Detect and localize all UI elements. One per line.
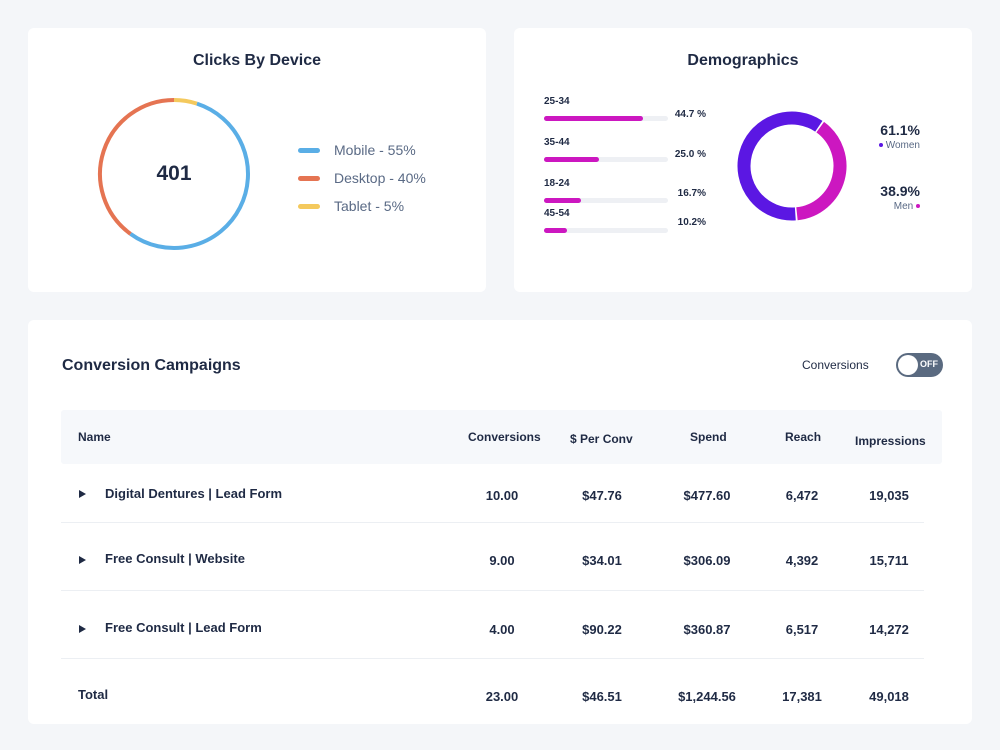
legend-label-mobile: Mobile - 55% xyxy=(334,142,416,158)
reach-value: 6,472 xyxy=(785,488,819,503)
total-impressions: 49,018 xyxy=(869,689,909,704)
men-label: Men xyxy=(893,201,914,212)
toggle-state: OFF xyxy=(920,359,938,369)
reach-value: 6,517 xyxy=(785,622,819,637)
donut-slice-men xyxy=(796,121,847,221)
impressions-value: 15,711 xyxy=(869,553,909,568)
total-reach: 17,381 xyxy=(782,689,822,704)
donut-slice-desktop xyxy=(98,98,175,236)
conversions-value: 9.00 xyxy=(489,553,515,568)
women-legend: Women xyxy=(854,140,920,151)
age-bar-fill xyxy=(544,157,600,162)
conversions-toggle-label: Conversions xyxy=(802,358,869,372)
column-header-conversions[interactable]: Conversions xyxy=(468,430,541,444)
age-pct: 25.0 % xyxy=(674,149,706,160)
total-label: Total xyxy=(78,687,109,702)
per-conv-value: $34.01 xyxy=(582,553,622,568)
donut-slice-women xyxy=(737,111,823,221)
women-label: Women xyxy=(885,140,920,151)
campaign-name: Free Consult | Lead Form xyxy=(105,620,262,635)
campaign-name: Digital Dentures | Lead Form xyxy=(105,486,282,501)
demographics-card: Demographics 25-34 44.7 % 35-44 25.0 % 1… xyxy=(514,28,972,292)
age-pct: 44.7 % xyxy=(674,109,706,120)
conversions-toggle[interactable]: OFF xyxy=(896,353,943,377)
legend-label-desktop: Desktop - 40% xyxy=(334,170,426,186)
spend-value: $360.87 xyxy=(683,622,731,637)
demographics-title: Demographics xyxy=(687,52,799,69)
legend-item-mobile: Mobile - 55% xyxy=(298,136,426,164)
expand-arrow-icon[interactable] xyxy=(79,556,86,564)
donut-slice-mobile xyxy=(129,101,250,250)
legend-label-tablet: Tablet - 5% xyxy=(334,198,405,214)
device-legend: Mobile - 55% Desktop - 40% Tablet - 5% xyxy=(298,136,426,220)
women-pct: 61.1% xyxy=(880,122,920,138)
legend-swatch-tablet xyxy=(298,203,320,209)
expand-arrow-icon[interactable] xyxy=(79,625,86,633)
table-header: Name Conversions $ Per Conv Spend Reach … xyxy=(61,410,942,464)
age-pct: 16.7% xyxy=(677,188,706,199)
toggle-knob xyxy=(898,355,918,375)
device-donut-chart xyxy=(98,98,250,250)
total-per-conv: $46.51 xyxy=(582,689,622,704)
age-row-35-44: 35-44 xyxy=(544,137,704,162)
age-row-45-54: 45-54 xyxy=(544,208,704,233)
table-row[interactable]: Free Consult | Lead Form 4.00 $90.22 $36… xyxy=(61,591,924,659)
donut-slice-tablet xyxy=(173,98,198,106)
legend-item-desktop: Desktop - 40% xyxy=(298,164,426,192)
age-label: 25-34 xyxy=(544,96,570,107)
table-total-row: Total 23.00 $46.51 $1,244.56 17,381 49,0… xyxy=(61,659,924,727)
age-bar-track xyxy=(544,157,668,162)
table-row[interactable]: Digital Dentures | Lead Form 10.00 $47.7… xyxy=(61,455,924,523)
age-bar-track xyxy=(544,198,668,203)
column-header-per-conv[interactable]: $ Per Conv xyxy=(570,432,633,446)
men-pct: 38.9% xyxy=(880,183,920,199)
age-row-18-24: 18-24 xyxy=(544,178,704,203)
age-label: 18-24 xyxy=(544,178,570,189)
age-row-25-34: 25-34 xyxy=(544,96,704,121)
column-header-name[interactable]: Name xyxy=(78,430,111,444)
spend-value: $306.09 xyxy=(683,553,731,568)
age-bar-track xyxy=(544,228,668,233)
age-bar-fill xyxy=(544,116,643,121)
gender-men: 38.9% Men xyxy=(854,183,920,212)
table-row[interactable]: Free Consult | Website 9.00 $34.01 $306.… xyxy=(61,523,924,591)
clicks-by-device-title: Clicks By Device xyxy=(192,52,322,69)
age-label: 35-44 xyxy=(544,137,570,148)
age-bar-fill xyxy=(544,228,567,233)
per-conv-value: $47.76 xyxy=(582,488,622,503)
age-label: 45-54 xyxy=(544,208,570,219)
per-conv-value: $90.22 xyxy=(582,622,622,637)
total-spend: $1,244.56 xyxy=(678,689,736,704)
conversions-value: 4.00 xyxy=(489,622,515,637)
expand-arrow-icon[interactable] xyxy=(79,490,86,498)
column-header-reach[interactable]: Reach xyxy=(785,430,822,444)
men-dot-icon xyxy=(916,204,920,209)
conversions-value: 10.00 xyxy=(485,488,519,503)
gender-women: 61.1% Women xyxy=(854,122,920,151)
total-conversions: 23.00 xyxy=(485,689,519,704)
legend-swatch-desktop xyxy=(298,175,320,181)
clicks-by-device-card: Clicks By Device 401 Mobile - 55% Deskto… xyxy=(28,28,486,292)
campaigns-title: Conversion Campaigns xyxy=(62,357,241,374)
campaign-name: Free Consult | Website xyxy=(105,551,245,566)
conversion-campaigns-card: Conversion Campaigns Conversions OFF Nam… xyxy=(28,320,972,724)
impressions-value: 14,272 xyxy=(869,622,909,637)
reach-value: 4,392 xyxy=(785,553,819,568)
men-legend: Men xyxy=(854,201,920,212)
age-bar-track xyxy=(544,116,668,121)
column-header-impressions[interactable]: Impressions xyxy=(855,434,926,448)
age-bar-fill xyxy=(544,198,581,203)
spend-value: $477.60 xyxy=(683,488,731,503)
impressions-value: 19,035 xyxy=(869,488,909,503)
legend-item-tablet: Tablet - 5% xyxy=(298,192,426,220)
gender-donut-chart xyxy=(737,111,847,221)
legend-swatch-mobile xyxy=(298,147,320,153)
age-pct: 10.2% xyxy=(677,217,706,228)
device-total: 401 xyxy=(156,162,192,185)
women-dot-icon xyxy=(878,143,883,148)
column-header-spend[interactable]: Spend xyxy=(690,430,727,444)
